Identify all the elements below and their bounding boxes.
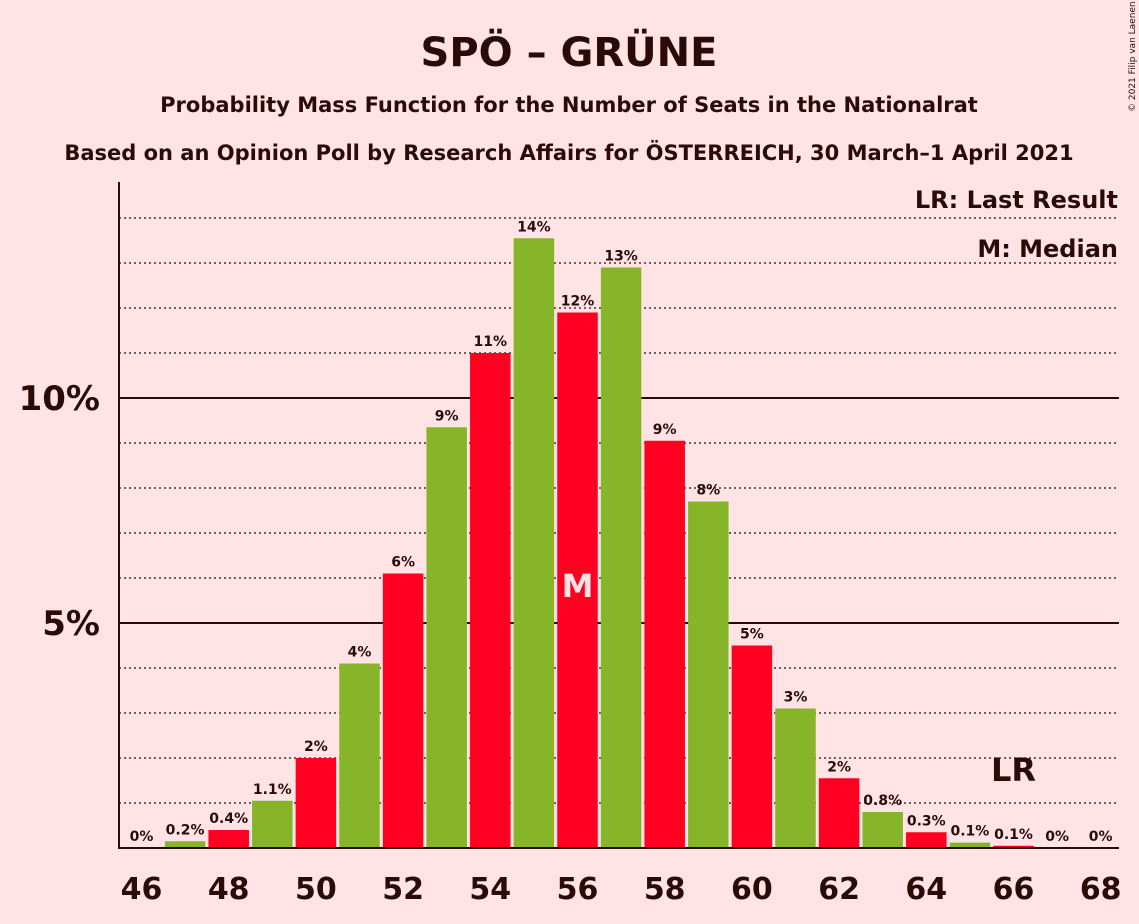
data-label-seat-60: 5% [740, 627, 764, 643]
x-tick-label-54: 54 [469, 872, 511, 907]
legend-last-result: LR: Last Result [915, 186, 1118, 214]
data-label-seat-53: 9% [435, 408, 459, 424]
data-label-seat-62: 2% [827, 759, 851, 775]
bar-seat-59 [688, 501, 729, 848]
bar-seat-62 [818, 778, 860, 848]
data-label-seat-66: 0.1% [994, 827, 1033, 843]
bar-seat-66 [993, 845, 1034, 848]
data-label-seat-52: 6% [391, 555, 415, 571]
y-axis-ticks: 5% 10% [19, 379, 100, 644]
data-label-seat-56: 12% [561, 294, 595, 310]
data-labels: 0% 0.2%0.4% 1.1% 2% 4% 6% 9% 11% 14% 12% M 13% 9% 8% 5… [130, 219, 1113, 845]
copyright-notice: © 2021 Filip van Laenen [1128, 1, 1138, 112]
bar-seat-56 [557, 312, 598, 848]
x-tick-label-64: 64 [905, 872, 947, 907]
bar-seat-50 [295, 758, 337, 848]
x-tick-label-52: 52 [382, 872, 424, 907]
x-tick-label-56: 56 [557, 872, 599, 907]
bar-seat-47 [164, 841, 206, 848]
y-tick-label-5: 5% [42, 604, 100, 644]
data-label-seat-47: 0.2% [166, 822, 205, 838]
chart-subtitle-source: Based on an Opinion Poll by Research Aff… [64, 140, 1073, 165]
data-label-seat-50: 2% [304, 739, 328, 755]
data-label-seat-61: 3% [784, 690, 808, 706]
data-label-seat-68: 0% [1089, 829, 1113, 845]
bar-seat-51 [339, 663, 380, 848]
bar-seat-63 [862, 812, 903, 848]
chart-title: SPÖ – GRÜNE [421, 28, 718, 76]
bars [164, 238, 1034, 848]
x-tick-label-60: 60 [731, 872, 773, 907]
x-tick-label-68: 68 [1080, 872, 1122, 907]
y-tick-label-10: 10% [19, 379, 100, 419]
bar-seat-65 [949, 842, 991, 848]
data-label-seat-51: 4% [348, 645, 372, 661]
chart-subtitle: Probability Mass Function for the Number… [160, 93, 978, 117]
data-label-seat-54: 11% [474, 334, 508, 350]
bar-seat-60 [731, 645, 773, 848]
data-label-seat-49: 1.1% [253, 782, 292, 798]
data-label-seat-65: 0.1% [950, 824, 989, 840]
median-marker: M [562, 567, 594, 605]
data-label-seat-58: 9% [653, 422, 677, 438]
bar-seat-64 [906, 832, 947, 848]
x-tick-label-48: 48 [208, 872, 250, 907]
data-label-seat-48: 0.4% [209, 811, 248, 827]
bar-seat-53 [426, 427, 467, 848]
legend-median: M: Median [977, 235, 1118, 263]
bar-seat-61 [775, 708, 816, 848]
x-tick-label-46: 46 [121, 872, 163, 907]
x-tick-label-62: 62 [818, 872, 860, 907]
data-label-seat-55: 14% [517, 219, 551, 235]
bar-seat-48 [208, 830, 249, 848]
last-result-marker: LR [991, 751, 1036, 789]
data-label-seat-67: 0% [1045, 829, 1069, 845]
bar-seat-58 [644, 440, 685, 848]
bar-seat-54 [470, 353, 511, 848]
data-label-seat-63: 0.8% [863, 793, 902, 809]
x-tick-label-58: 58 [644, 872, 686, 907]
x-tick-label-66: 66 [993, 872, 1035, 907]
data-label-seat-64: 0.3% [907, 813, 946, 829]
bar-seat-55 [513, 238, 555, 848]
bar-seat-49 [252, 800, 293, 848]
data-label-seat-59: 8% [696, 483, 720, 499]
bar-seat-52 [382, 573, 424, 848]
bar-seat-57 [600, 267, 642, 848]
x-tick-label-50: 50 [295, 872, 337, 907]
x-axis-ticks: 46 48 50 52 54 56 58 60 62 64 66 68 [121, 872, 1122, 907]
data-label-seat-57: 13% [604, 249, 638, 265]
data-label-seat-46: 0% [130, 829, 154, 845]
